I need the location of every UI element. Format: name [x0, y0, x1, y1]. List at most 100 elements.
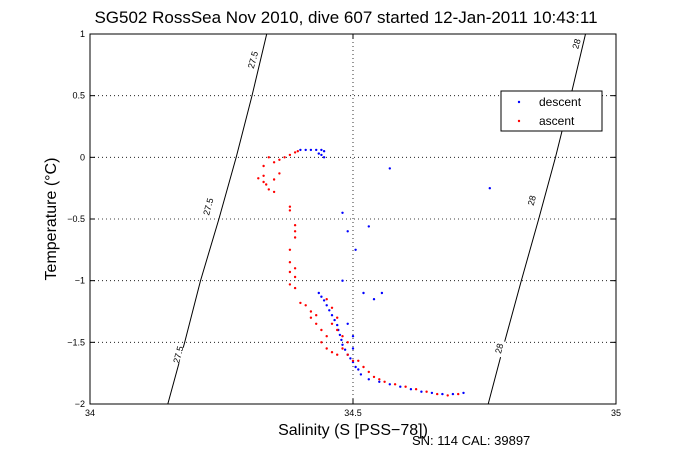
legend-label-descent: descent [539, 95, 582, 109]
data-point-ascent [362, 365, 365, 369]
data-point-ascent [272, 190, 276, 194]
data-point-descent [409, 388, 413, 391]
data-point-descent [380, 291, 384, 295]
data-point-ascent [257, 177, 260, 180]
data-point-descent [349, 357, 352, 360]
data-point-ascent [293, 286, 297, 290]
data-point-ascent [393, 383, 397, 386]
contour-label: 27.5 [171, 345, 185, 365]
data-point-ascent [367, 370, 370, 374]
data-point-ascent [288, 270, 292, 274]
density-contours: 27.5 27.5 27.5 28 28 28 [167, 33, 586, 405]
legend-box [500, 90, 603, 132]
data-point-ascent [293, 224, 297, 227]
data-point-ascent [293, 267, 297, 270]
data-point-descent [441, 392, 444, 396]
data-point-descent [317, 291, 320, 295]
data-point-ascent [315, 314, 318, 317]
data-point-ascent [336, 328, 339, 332]
data-point-ascent [346, 353, 349, 356]
data-point-ascent [296, 150, 299, 153]
data-point-ascent [436, 392, 439, 396]
data-point-ascent [330, 306, 334, 309]
data-point-descent [315, 148, 318, 152]
contour-label-bg [201, 197, 216, 216]
data-point-descent [320, 295, 323, 298]
data-point-ascent [351, 359, 355, 362]
contour-line [167, 33, 268, 405]
data-point-descent [336, 323, 339, 327]
y-tick-label: 0 [80, 152, 85, 162]
data-point-ascent [288, 248, 292, 251]
data-point-ascent [320, 328, 323, 332]
data-point-ascent [378, 378, 381, 381]
legend-label-ascent: ascent [539, 114, 575, 128]
y-tick-label: −0.5 [67, 214, 85, 224]
data-point-ascent [336, 316, 339, 319]
data-point-ascent [309, 316, 313, 319]
y-tick-label: 0.5 [72, 91, 85, 101]
data-point-ascent [267, 156, 270, 159]
data-point-descent [322, 150, 326, 153]
data-point-ascent [315, 322, 318, 325]
data-point-ascent [383, 380, 386, 383]
data-point-ascent [267, 188, 270, 191]
y-tick-label: 1 [80, 29, 85, 39]
y-tick-label: −1.5 [67, 337, 85, 347]
data-point-descent [325, 304, 328, 307]
data-point-ascent [278, 158, 281, 161]
data-point-descent [333, 318, 336, 322]
data-point-ascent [325, 347, 328, 350]
contour-label: 27.5 [201, 197, 215, 217]
data-point-descent [351, 347, 355, 350]
data-point-ascent [293, 151, 297, 154]
data-point-descent [354, 365, 357, 369]
legend-marker-ascent [517, 119, 521, 123]
data-point-descent [322, 299, 326, 302]
y-tick-label: −2 [75, 399, 85, 409]
data-point-descent [330, 314, 334, 317]
chart-title: SG502 RossSea Nov 2010, dive 607 started… [94, 8, 597, 27]
data-point-ascent [262, 164, 265, 168]
data-point-ascent [293, 275, 297, 279]
contour-label: 27.5 [246, 50, 260, 70]
data-point-ascent [309, 310, 313, 313]
contour-label-bg [569, 34, 584, 53]
contour-label-bg [246, 50, 260, 69]
data-point-descent [351, 335, 355, 338]
x-tick-label: 34.5 [344, 408, 362, 418]
data-point-descent [299, 148, 302, 152]
data-point-descent [372, 298, 376, 301]
data-point-ascent [404, 385, 407, 388]
data-point-descent [309, 148, 313, 152]
data-point-descent [462, 391, 465, 395]
data-point-ascent [262, 174, 265, 177]
data-point-descent [420, 390, 423, 393]
data-point-ascent [425, 390, 428, 393]
serial-calibration: SN: 114 CAL: 39897 [412, 433, 530, 448]
data-point-descent [320, 148, 323, 152]
x-axis-label: Salinity (S [PSS−78]) [278, 422, 428, 439]
data-point-ascent [320, 341, 323, 344]
data-point-ascent [288, 209, 292, 212]
data-point-ascent [457, 392, 460, 396]
data-point-ascent [304, 304, 307, 307]
data-point-ascent [272, 161, 276, 164]
data-point-descent [354, 248, 357, 251]
data-point-descent [388, 167, 391, 170]
contour-label-bg [524, 191, 539, 210]
data-point-ascent [272, 178, 276, 181]
legend-marker-descent [517, 100, 521, 104]
data-point-ascent [288, 205, 292, 208]
x-tick-label: 34 [85, 408, 95, 418]
data-point-ascent [288, 153, 292, 157]
data-point-descent [340, 338, 343, 342]
data-point-descent [367, 378, 370, 381]
data-point-ascent [341, 347, 344, 350]
data-point-ascent [330, 322, 334, 325]
data-point-ascent [283, 156, 286, 159]
data-point-ascent [346, 341, 349, 344]
y-axis-label: Temperature (°C) [43, 158, 60, 281]
data-point-descent [341, 343, 344, 346]
